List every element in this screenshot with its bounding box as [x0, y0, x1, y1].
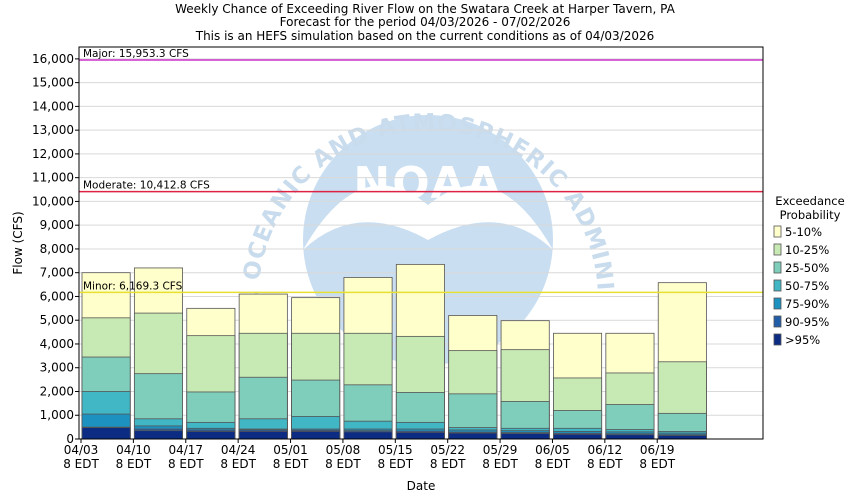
- x-tick-time-2: 8 EDT: [168, 457, 204, 471]
- x-tick-date-2: 04/17: [168, 443, 203, 457]
- y-tick-label-8: 8,000: [40, 242, 74, 256]
- bar-95-week-5: [291, 430, 341, 440]
- bar-95-week-6: [343, 431, 393, 440]
- x-tick-date-10: 06/12: [588, 443, 623, 457]
- bar-95-week-9: [500, 433, 550, 440]
- legend-swatch-0: [773, 225, 782, 238]
- y-tick-label-15: 15,000: [32, 76, 74, 90]
- threshold-label-1: Moderate: 10,412.8 CFS: [83, 180, 210, 192]
- bar-95-week-1: [81, 427, 131, 440]
- y-tick-label-2: 2,000: [40, 384, 74, 398]
- y-tick-label-12: 12,000: [32, 147, 74, 161]
- legend-swatch-3: [773, 279, 782, 292]
- x-axis-label: Date: [407, 479, 436, 493]
- x-tick-time-11: 8 EDT: [639, 457, 675, 471]
- legend-label-3: 50-75%: [785, 279, 829, 293]
- x-tick-date-11: 06/19: [640, 443, 675, 457]
- x-tick-date-8: 05/29: [483, 443, 518, 457]
- x-tick-date-0: 04/03: [64, 443, 99, 457]
- bar-95-week-11: [605, 434, 655, 440]
- y-tick-label-9: 9,000: [40, 218, 74, 232]
- chart-title: Weekly Chance of Exceeding River Flow on…: [175, 2, 676, 43]
- legend-swatch-2: [773, 261, 782, 274]
- x-tick-date-7: 05/22: [430, 443, 465, 457]
- bar-95-week-8: [448, 432, 498, 440]
- x-tick-time-6: 8 EDT: [378, 457, 414, 471]
- x-tick-time-8: 8 EDT: [482, 457, 518, 471]
- legend-title-line-1: Exceedance: [775, 194, 844, 208]
- x-tick-time-10: 8 EDT: [587, 457, 623, 471]
- x-tick-date-3: 04/24: [221, 443, 256, 457]
- threshold-label-0: Major: 15,953.3 CFS: [83, 48, 189, 60]
- y-tick-label-13: 13,000: [32, 123, 74, 137]
- y-tick-label-6: 6,000: [40, 289, 74, 303]
- y-tick-label-0: 0: [66, 432, 74, 446]
- y-axis-label: Flow (CFS): [11, 211, 25, 274]
- legend-label-1: 10-25%: [785, 243, 829, 257]
- y-tick-label-16: 16,000: [32, 52, 74, 66]
- y-tick-label-11: 11,000: [32, 171, 74, 185]
- y-tick-label-7: 7,000: [40, 266, 74, 280]
- bar-95-week-10: [553, 433, 603, 440]
- title-line-3: This is an HEFS simulation based on the …: [195, 29, 655, 43]
- legend-swatch-4: [773, 297, 782, 310]
- legend-title-line-2: Probability: [780, 208, 841, 222]
- legend-label-5: 90-95%: [785, 315, 829, 329]
- legend-label-6: >95%: [785, 333, 820, 347]
- noaa-logo-text: NOAA: [353, 158, 502, 209]
- legend-swatch-1: [773, 243, 782, 256]
- x-tick-date-1: 04/10: [116, 443, 151, 457]
- bar-95-week-2: [133, 430, 183, 440]
- plot-border: [78, 46, 764, 440]
- bar-95-week-4: [238, 430, 288, 440]
- title-line-2: Forecast for the period 04/03/2026 - 07/…: [280, 15, 571, 29]
- y-tick-label-14: 14,000: [32, 99, 74, 113]
- threshold-label-2: Minor: 6,169.3 CFS: [83, 280, 183, 292]
- x-tick-date-4: 05/01: [273, 443, 308, 457]
- y-tick-label-10: 10,000: [32, 194, 74, 208]
- y-tick-label-5: 5,000: [40, 313, 74, 327]
- bar-layer: [81, 263, 707, 440]
- legend-label-2: 25-50%: [785, 261, 829, 275]
- legend: Exceedance Probability 5-10% 10-25% 25-50%…: [773, 194, 845, 347]
- legend-label-4: 75-90%: [785, 297, 829, 311]
- y-axis: 0 1,000 2,000 3,000 4,000 5,000 6,000 7,000 8,00…: [32, 52, 79, 446]
- y-tick-label-1: 1,000: [40, 408, 74, 422]
- bar-95-week-12: [657, 435, 707, 440]
- x-tick-time-5: 8 EDT: [325, 457, 361, 471]
- x-tick-date-9: 06/05: [535, 443, 570, 457]
- x-tick-time-4: 8 EDT: [273, 457, 309, 471]
- bar-95-week-7: [395, 431, 445, 440]
- legend-swatch-6: [773, 333, 782, 346]
- y-tick-label-3: 3,000: [40, 361, 74, 375]
- x-tick-time-3: 8 EDT: [220, 457, 256, 471]
- x-tick-time-0: 8 EDT: [63, 457, 99, 471]
- x-tick-date-6: 05/15: [378, 443, 413, 457]
- x-tick-time-9: 8 EDT: [535, 457, 571, 471]
- title-line-1: Weekly Chance of Exceeding River Flow on…: [175, 2, 676, 16]
- x-tick-date-5: 05/08: [326, 443, 361, 457]
- legend-label-0: 5-10%: [785, 225, 822, 239]
- bar-95-week-3: [186, 430, 236, 440]
- x-tick-time-7: 8 EDT: [430, 457, 466, 471]
- threshold-layer: Major: 15,953.3 CFS Moderate: 10,412.8 CF…: [79, 48, 763, 294]
- x-tick-time-1: 8 EDT: [116, 457, 152, 471]
- y-tick-label-4: 4,000: [40, 337, 74, 351]
- legend-swatch-5: [773, 315, 782, 328]
